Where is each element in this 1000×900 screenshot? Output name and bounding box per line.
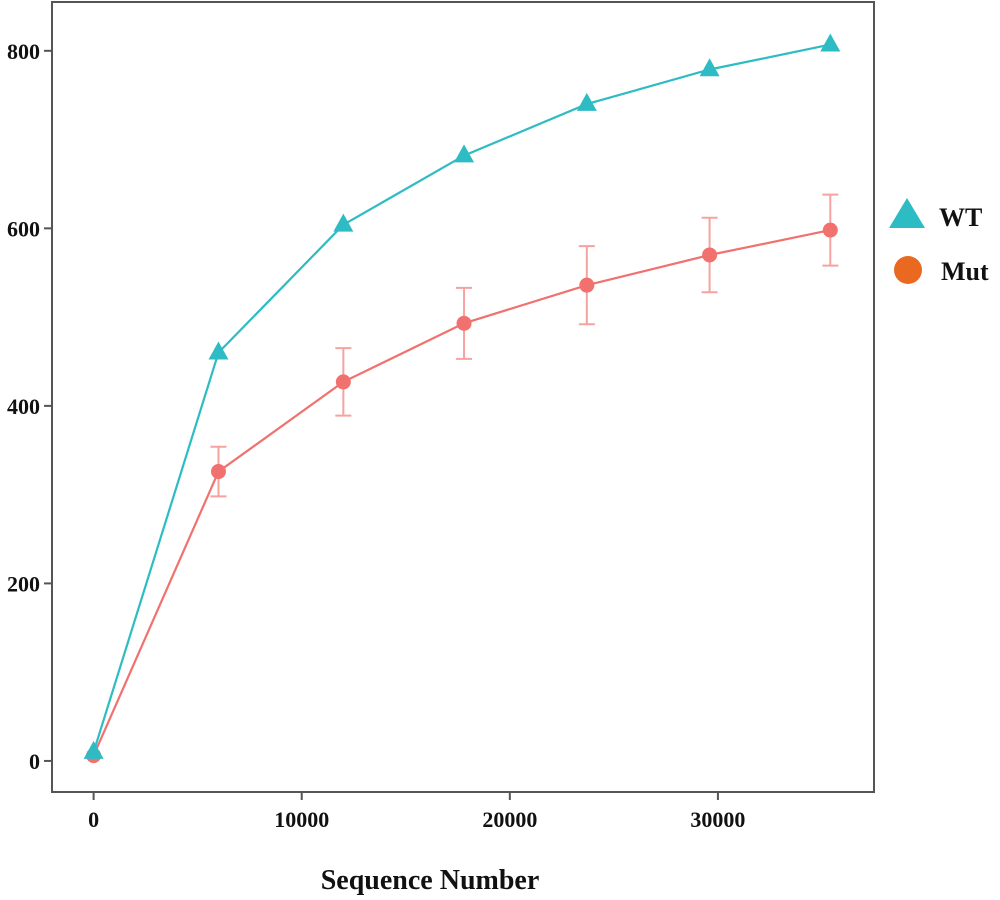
x-tick-label: 10000 bbox=[274, 807, 329, 832]
y-tick-label: 200 bbox=[7, 571, 40, 596]
x-tick-label: 0 bbox=[88, 807, 99, 832]
data-point-mut bbox=[210, 464, 226, 480]
plot-panel bbox=[51, 1, 875, 793]
data-point-mut bbox=[702, 247, 718, 263]
y-tick-label: 600 bbox=[7, 216, 40, 241]
legend-item-mut: Mut bbox=[894, 256, 989, 286]
y-tick-label: 0 bbox=[29, 749, 40, 774]
legend-label-wt: WT bbox=[939, 203, 982, 232]
y-tick-label: 800 bbox=[7, 39, 40, 64]
legend-label-mut: Mut bbox=[941, 257, 989, 286]
data-point-wt bbox=[208, 341, 229, 360]
data-point-wt bbox=[454, 144, 475, 163]
data-point-mut bbox=[579, 277, 595, 293]
plot-series bbox=[83, 33, 841, 764]
data-point-mut bbox=[335, 374, 351, 390]
x-axis-title: Sequence Number bbox=[321, 865, 540, 896]
legend-item-wt: WT bbox=[889, 198, 982, 232]
data-point-wt bbox=[333, 213, 354, 232]
legend-circle-icon bbox=[894, 256, 922, 284]
data-point-mut bbox=[456, 315, 472, 331]
legend-triangle-icon bbox=[889, 198, 925, 228]
x-tick-label: 30000 bbox=[690, 807, 745, 832]
x-axis: 0 10000 20000 30000 bbox=[88, 792, 745, 832]
y-tick-label: 400 bbox=[7, 394, 40, 419]
data-point-wt bbox=[699, 58, 720, 77]
legend: WT Mut bbox=[889, 198, 989, 286]
series-wt bbox=[83, 33, 841, 759]
y-axis: 0 200 400 600 800 bbox=[7, 39, 52, 774]
data-point-mut bbox=[822, 222, 838, 238]
data-point-wt bbox=[576, 92, 597, 111]
x-tick-label: 20000 bbox=[482, 807, 537, 832]
data-point-wt bbox=[820, 33, 841, 52]
data-point-wt bbox=[83, 740, 104, 759]
